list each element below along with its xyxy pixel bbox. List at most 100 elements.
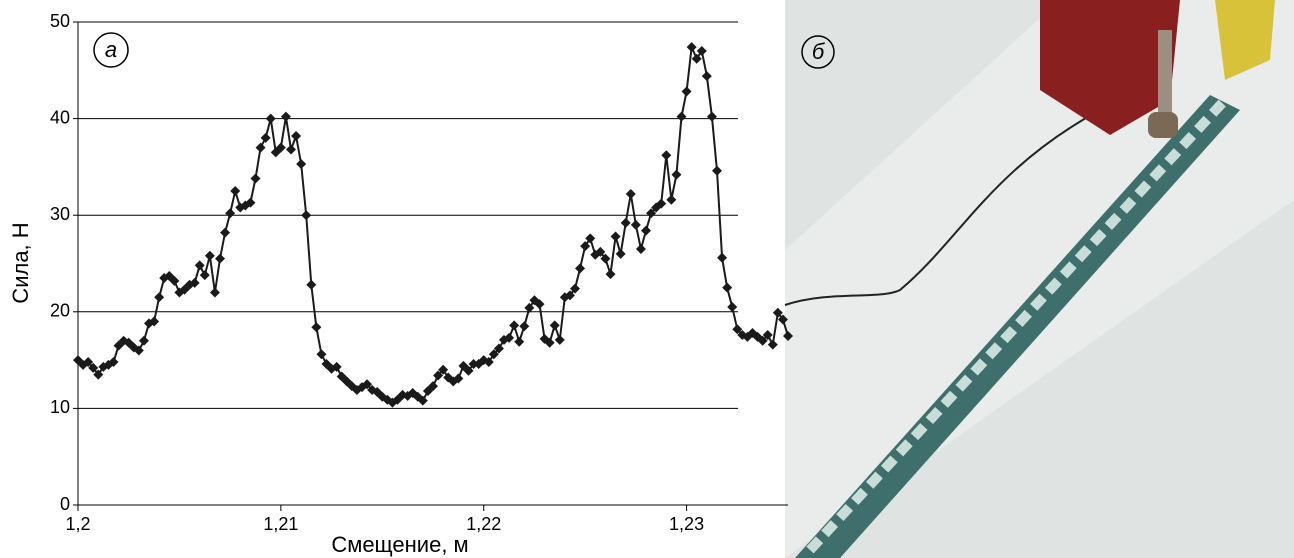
data-point [646, 208, 657, 219]
data-point [362, 379, 373, 390]
photo-label-circle [801, 35, 835, 69]
x-tick-label: 1,2 [65, 514, 90, 534]
data-point [783, 330, 793, 341]
data-point [701, 71, 712, 82]
data-line [77, 43, 789, 404]
data-point [524, 302, 535, 313]
data-point [291, 130, 302, 141]
data-point [727, 301, 738, 312]
data-point [671, 169, 682, 180]
data-point [133, 345, 144, 356]
data-point [453, 373, 464, 384]
data-point [722, 282, 733, 293]
data-point [514, 336, 525, 347]
data-point [509, 320, 520, 331]
data-point [463, 365, 474, 376]
data-point [564, 290, 575, 301]
data-point [681, 86, 692, 97]
photo: б [784, 0, 1294, 558]
data-point [625, 188, 636, 199]
photo-surface [785, 0, 1294, 558]
data-point [534, 299, 545, 310]
data-point [189, 277, 200, 288]
data-point [331, 361, 342, 372]
photo-label: б [812, 39, 826, 64]
data-point [686, 42, 697, 53]
data-point [169, 275, 180, 286]
data-point [204, 250, 215, 261]
y-tick-label: 30 [50, 204, 70, 224]
data-point [230, 186, 241, 197]
x-axis-label: Смещение, м [331, 532, 468, 557]
data-point [468, 358, 479, 369]
x-tick-label: 1,22 [466, 514, 501, 534]
photo-tape [1215, 0, 1275, 80]
data-point [245, 197, 256, 208]
data-point [620, 217, 631, 228]
y-axis-label: Сила, Н [8, 222, 33, 303]
data-point [483, 357, 494, 368]
data-point [757, 335, 768, 346]
data-point [570, 283, 580, 294]
data-point [296, 159, 307, 170]
data-point [275, 142, 286, 153]
y-tick-label: 40 [50, 107, 70, 127]
data-point [138, 335, 149, 346]
data-point [696, 45, 707, 56]
photo-holder [1040, 0, 1180, 135]
photo-wire [784, 109, 1101, 306]
data-point [691, 53, 702, 64]
data-point [544, 337, 555, 348]
data-point [488, 349, 499, 360]
data-point [199, 270, 210, 281]
data-point [250, 173, 261, 184]
data-point [554, 334, 565, 345]
data-point [88, 362, 99, 373]
data-point [225, 208, 236, 219]
data-point [595, 246, 606, 257]
photo-bead-highlight [806, 96, 1229, 554]
data-point [108, 357, 119, 368]
data-point [83, 357, 94, 368]
data-point [635, 244, 646, 255]
data-point [93, 369, 104, 380]
data-point [600, 253, 611, 264]
data-point [712, 165, 722, 176]
data-point [220, 227, 231, 238]
data-point [610, 231, 621, 242]
data-point [301, 210, 312, 221]
data-point [154, 292, 165, 303]
data-point [316, 349, 327, 360]
data-point [732, 324, 743, 335]
data-point [417, 395, 428, 406]
data-point [641, 225, 651, 236]
data-point [493, 343, 504, 354]
data-point [706, 111, 717, 122]
data-point [194, 260, 205, 271]
data-point [580, 241, 591, 252]
data-point [772, 307, 783, 318]
data-point [630, 219, 641, 230]
photo-rod [1158, 30, 1172, 130]
data-point [149, 316, 160, 327]
data-point [717, 252, 728, 263]
data-point [762, 329, 773, 340]
data-point [265, 113, 276, 124]
data-point [676, 111, 687, 122]
y-tick-label: 50 [50, 11, 70, 31]
data-point [438, 364, 449, 375]
data-point [428, 381, 438, 392]
annotation: а [105, 37, 117, 62]
data-point [519, 321, 530, 332]
y-tick-label: 20 [50, 301, 70, 321]
chart: 0 10 20 30 40 50 1,2 1,21 1,22 1,23 [50, 11, 793, 534]
data-point [767, 339, 778, 350]
data-point [777, 314, 788, 325]
data-point [255, 142, 266, 153]
data-point [585, 233, 596, 244]
data-point [549, 320, 560, 331]
x-tick-label: 1,23 [669, 514, 704, 534]
data-point [209, 287, 220, 298]
